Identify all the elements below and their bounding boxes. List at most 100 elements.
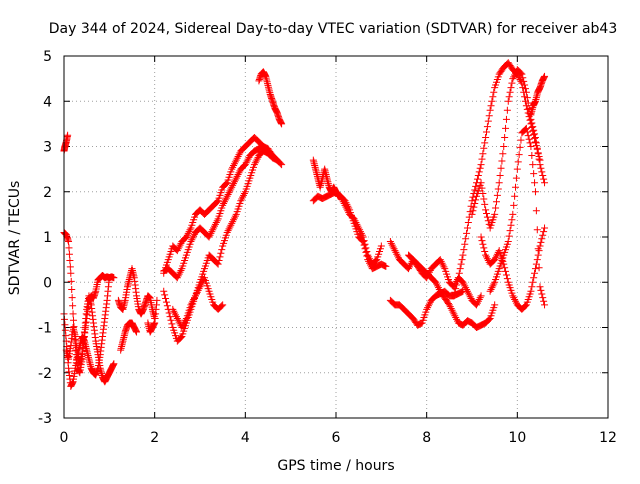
data-point-interp xyxy=(465,291,473,299)
data-point xyxy=(436,256,444,264)
data-point xyxy=(482,133,490,141)
data-point-interp xyxy=(65,244,73,252)
data-point-interp xyxy=(529,161,537,169)
data-point xyxy=(522,124,530,132)
data-point-interp xyxy=(483,255,491,263)
data-point xyxy=(237,197,245,205)
data-point-interp xyxy=(479,190,487,198)
data-point xyxy=(391,247,399,255)
data-point-interp xyxy=(505,93,513,101)
data-point-interp xyxy=(483,128,491,136)
data-point-interp xyxy=(538,290,546,298)
data-point xyxy=(477,292,485,300)
data-point-interp xyxy=(511,295,519,303)
data-point-interp xyxy=(220,200,228,208)
data-point-interp xyxy=(520,77,528,85)
data-point xyxy=(541,72,549,80)
data-point-interp xyxy=(167,316,175,324)
y-tick-label: -2 xyxy=(38,366,52,382)
data-point-interp xyxy=(496,171,504,179)
data-point-interp xyxy=(69,302,77,310)
data-point-interp xyxy=(171,309,179,317)
x-tick-label: 0 xyxy=(60,430,69,446)
data-point-interp xyxy=(213,217,221,225)
data-point xyxy=(486,287,494,295)
data-point xyxy=(509,75,517,83)
data-point-interp xyxy=(476,294,484,302)
data-point-interp xyxy=(361,245,369,253)
data-point xyxy=(531,133,539,141)
x-axis-label: GPS time / hours xyxy=(277,458,394,474)
data-point-interp xyxy=(488,97,496,105)
data-point xyxy=(459,287,467,295)
data-point-interp xyxy=(528,119,536,127)
data-point-interp xyxy=(212,219,220,227)
data-point-interp xyxy=(530,170,538,178)
data-point-interp xyxy=(514,158,522,166)
data-point-interp xyxy=(177,266,185,274)
data-point-interp xyxy=(388,241,396,249)
data-point-interp xyxy=(174,272,182,280)
data-point-interp xyxy=(539,294,547,302)
data-point xyxy=(482,251,490,259)
data-point xyxy=(423,305,431,313)
data-point-interp xyxy=(533,256,541,264)
data-point xyxy=(504,238,512,246)
data-point-interp xyxy=(435,285,443,293)
data-point-interp xyxy=(492,198,500,206)
data-point xyxy=(241,161,249,169)
data-point-interp xyxy=(207,229,215,237)
data-point-interp xyxy=(365,257,373,265)
series-early-d xyxy=(62,271,118,368)
plot-frame xyxy=(63,55,609,419)
data-point-interp xyxy=(540,228,548,236)
data-point-interp xyxy=(512,174,520,182)
data-point-interp xyxy=(452,285,460,293)
data-point-interp xyxy=(339,195,347,203)
data-point-interp xyxy=(452,314,460,322)
data-point-interp xyxy=(240,191,248,199)
data-point-interp xyxy=(238,195,246,203)
data-point-interp xyxy=(493,191,501,199)
data-point-interp xyxy=(433,280,441,288)
data-point-interp xyxy=(208,228,216,236)
data-point-interp xyxy=(523,94,531,102)
data-point xyxy=(228,165,236,173)
data-point-interp xyxy=(197,281,205,289)
data-point-interp xyxy=(181,316,189,324)
data-point-interp xyxy=(475,168,483,176)
data-point xyxy=(359,238,367,246)
data-point-interp xyxy=(345,204,353,212)
data-point-interp xyxy=(510,73,518,81)
data-point-interp xyxy=(215,257,223,265)
data-point xyxy=(69,310,77,318)
data-point xyxy=(219,301,227,309)
data-point-interp xyxy=(494,185,502,193)
data-point xyxy=(223,228,231,236)
data-point xyxy=(486,106,494,114)
data-point-interp xyxy=(406,261,414,269)
data-point-interp xyxy=(484,217,492,225)
data-point-interp xyxy=(189,234,197,242)
data-point-interp xyxy=(479,240,487,248)
data-point-interp xyxy=(517,136,525,144)
data-point-interp xyxy=(457,260,465,268)
data-point xyxy=(65,238,73,246)
data-point-interp xyxy=(66,263,74,271)
data-point-interp xyxy=(475,295,483,303)
data-point-interp xyxy=(218,246,226,254)
data-point xyxy=(518,70,526,78)
data-point-interp xyxy=(440,263,448,271)
data-point-interp xyxy=(460,246,468,254)
data-point-interp xyxy=(501,264,509,272)
data-point-interp xyxy=(430,276,438,284)
data-point xyxy=(110,274,118,282)
data-point-interp xyxy=(393,250,401,258)
data-point-interp xyxy=(233,172,241,180)
data-point-interp xyxy=(534,245,542,253)
data-point xyxy=(468,210,476,218)
data-point-interp xyxy=(235,151,243,159)
data-point-interp xyxy=(225,189,233,197)
data-point xyxy=(495,179,503,187)
data-point-interp xyxy=(372,257,380,265)
